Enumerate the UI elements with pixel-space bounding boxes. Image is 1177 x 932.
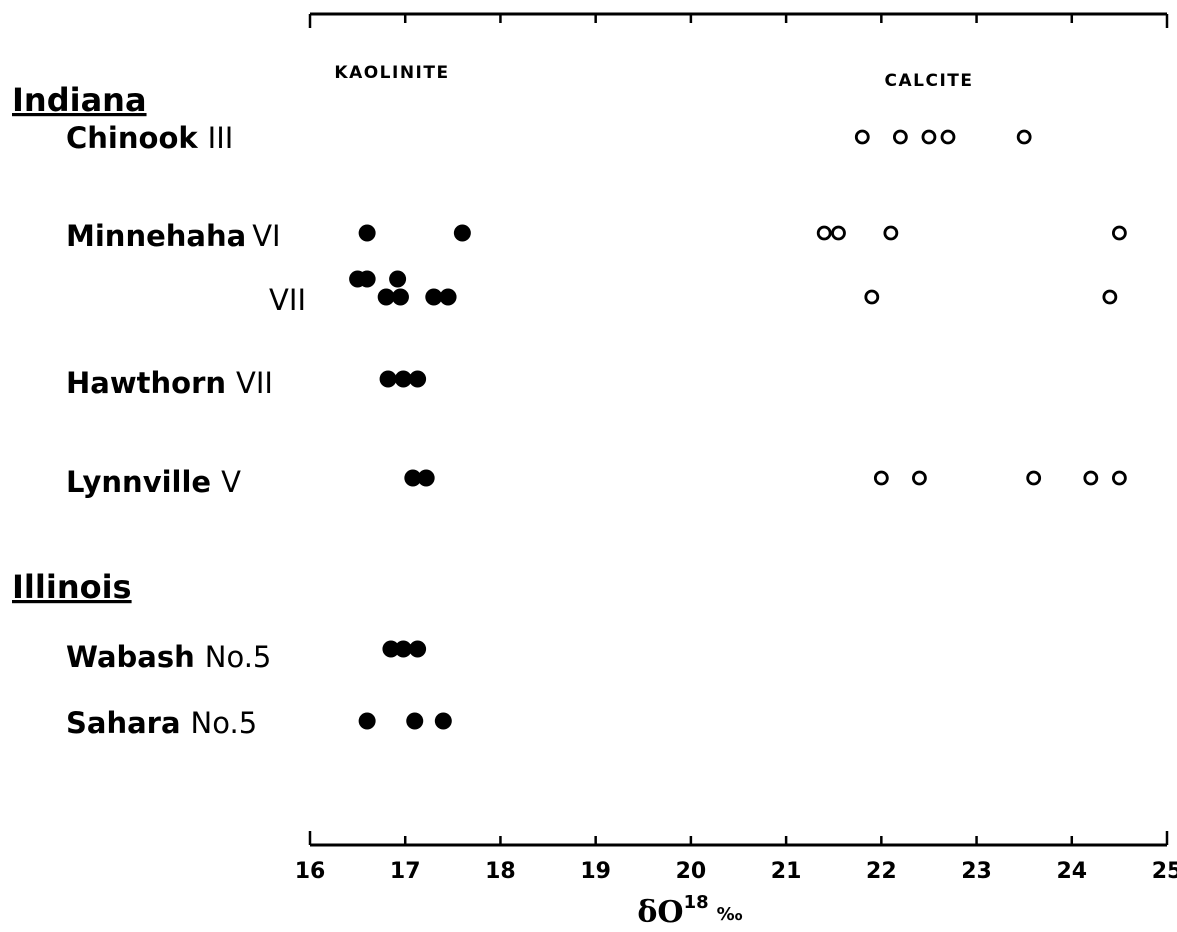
row-code-chinook: III <box>208 121 234 155</box>
kaolinite-column-label: KAOLINITE <box>334 63 449 83</box>
row-name-hawthorn: Hawthorn <box>66 366 226 400</box>
calcite-point <box>1111 470 1127 486</box>
calcite-point <box>921 129 937 145</box>
row-name-minnehaha: Minnehaha <box>66 219 246 253</box>
kaolinite-point <box>358 270 376 288</box>
calcite-column-label: CALCITE <box>885 71 974 91</box>
kaolinite-point <box>358 712 376 730</box>
calcite-point <box>1111 225 1127 241</box>
tick-label-25: 25 <box>1152 859 1177 884</box>
calcite-point <box>873 470 889 486</box>
row-name-wabash: Wabash <box>66 640 195 674</box>
x-axis-label-superscript: 18 <box>684 892 709 913</box>
kaolinite-point <box>391 288 409 306</box>
x-axis-unit: ‰ <box>717 904 743 925</box>
row-code-minnehaha-vi: VI <box>252 219 280 253</box>
kaolinite-point <box>358 224 376 242</box>
tick-labels: 16 17 18 19 20 21 22 23 24 25 <box>295 859 1177 884</box>
tick-label-18: 18 <box>485 859 516 884</box>
kaolinite-point <box>389 270 407 288</box>
top-axis <box>308 12 1169 28</box>
calcite-point <box>854 129 870 145</box>
tick-label-19: 19 <box>580 859 611 884</box>
kaolinite-point <box>394 370 412 388</box>
tick-label-20: 20 <box>676 859 707 884</box>
kaolinite-point <box>394 640 412 658</box>
row-label-sahara: Sahara No.5 <box>66 706 257 740</box>
row-code-hawthorn: VII <box>236 366 273 400</box>
row-code-lynnville: V <box>221 465 241 499</box>
row-label-chinook: Chinook III <box>66 121 233 155</box>
tick-label-24: 24 <box>1056 859 1087 884</box>
kaolinite-point <box>404 469 422 487</box>
tick-label-23: 23 <box>961 859 992 884</box>
kaolinite-point <box>417 469 435 487</box>
row-code-sahara: No.5 <box>191 706 258 740</box>
calcite-point <box>816 225 832 241</box>
calcite-point <box>892 129 908 145</box>
row-label-minnehaha-vi: Minnehaha VI <box>66 219 281 253</box>
tick-label-16: 16 <box>295 859 326 884</box>
kaolinite-point <box>377 288 395 306</box>
tick-label-17: 17 <box>390 859 421 884</box>
x-axis-title: δO18 ‰ <box>637 892 742 930</box>
tick-label-22: 22 <box>866 859 897 884</box>
kaolinite-point <box>434 712 452 730</box>
calcite-point <box>864 289 880 305</box>
calcite-point <box>940 129 956 145</box>
group-label-indiana: Indiana <box>12 81 147 119</box>
calcite-point <box>831 225 846 241</box>
row-name-lynnville: Lynnville <box>66 465 211 499</box>
bottom-axis <box>308 831 1169 847</box>
row-label-hawthorn: Hawthorn VII <box>66 366 273 400</box>
group-label-illinois: Illinois <box>12 568 132 606</box>
calcite-point <box>1102 289 1118 305</box>
kaolinite-point <box>425 288 443 306</box>
kaolinite-point <box>406 712 424 730</box>
row-label-wabash: Wabash No.5 <box>66 640 271 674</box>
data-markers <box>349 129 1127 730</box>
kaolinite-point <box>379 370 397 388</box>
calcite-point <box>1083 470 1099 486</box>
x-axis-label: δO <box>637 895 683 930</box>
calcite-point <box>1026 470 1042 486</box>
row-code-wabash: No.5 <box>205 640 272 674</box>
kaolinite-point <box>453 224 471 242</box>
row-label-lynnville: Lynnville V <box>66 465 241 499</box>
calcite-point <box>912 470 927 486</box>
kaolinite-point <box>409 640 427 658</box>
kaolinite-point <box>382 640 400 658</box>
row-name-sahara: Sahara <box>66 706 181 740</box>
tick-label-21: 21 <box>771 859 802 884</box>
calcite-point <box>883 225 899 241</box>
kaolinite-point <box>439 288 457 306</box>
row-name-chinook: Chinook <box>66 121 198 155</box>
row-code-minnehaha-vii: VII <box>269 283 306 317</box>
kaolinite-point <box>409 370 427 388</box>
calcite-point <box>1016 129 1032 145</box>
